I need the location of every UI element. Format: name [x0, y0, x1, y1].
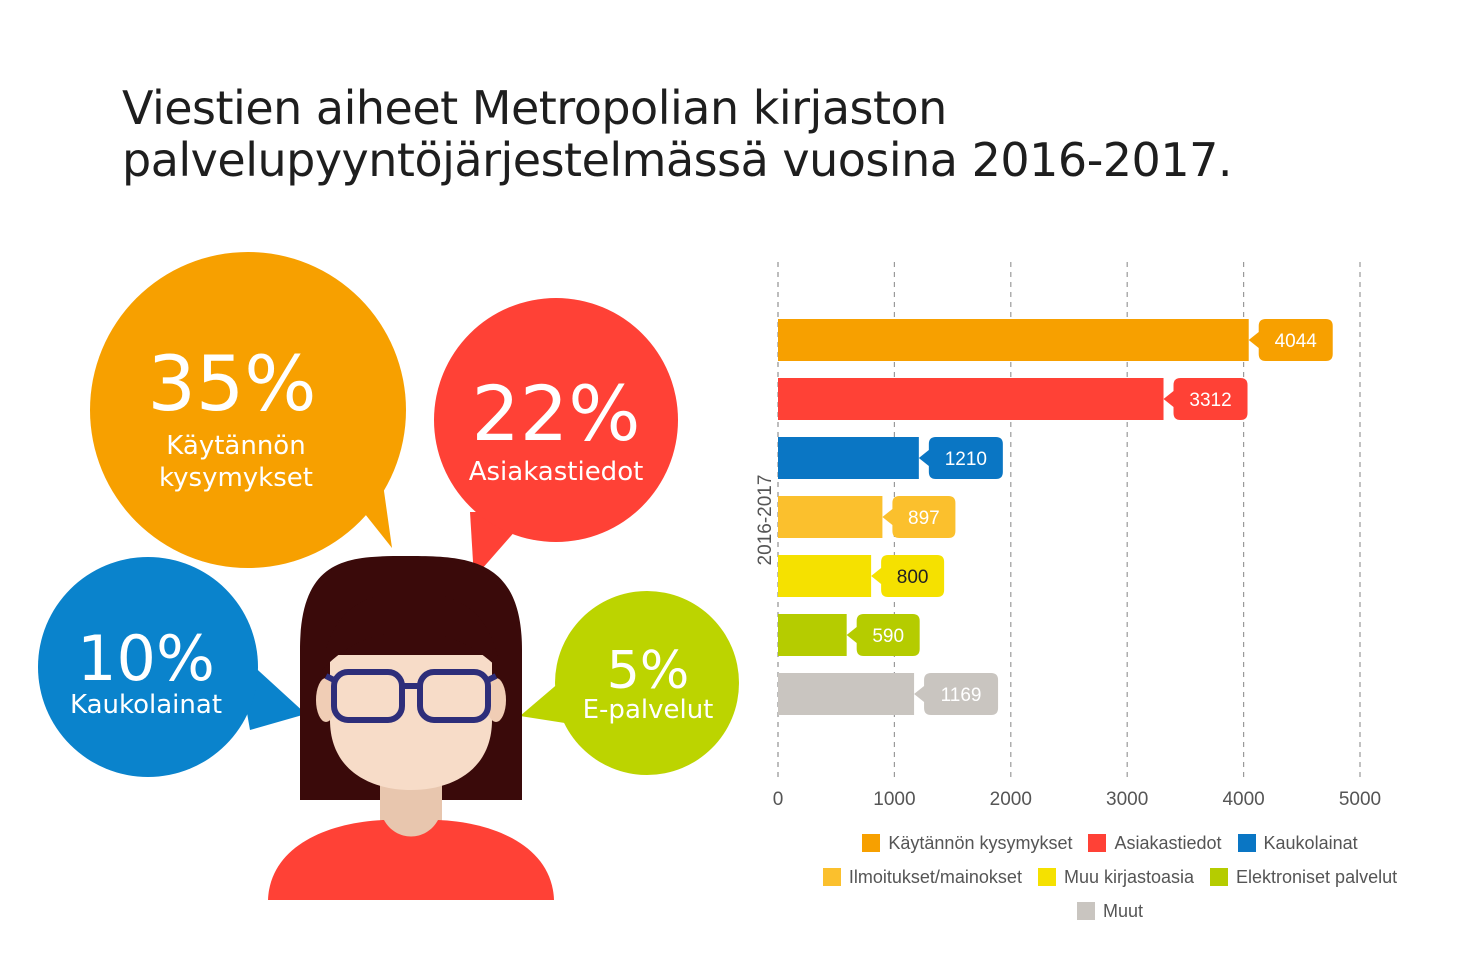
legend-row: Muut [780, 894, 1440, 928]
legend-label: Kaukolainat [1263, 832, 1358, 853]
bar-value-callout [1163, 378, 1248, 420]
woman-avatar [268, 555, 554, 900]
legend-item: Muu kirjastoasia [1037, 866, 1195, 888]
bar-value-label: 800 [897, 567, 929, 588]
x-tick-label: 3000 [1106, 789, 1148, 810]
legend-swatch [1237, 834, 1256, 852]
legend-label: Asiakastiedot [1114, 832, 1222, 853]
bubble-asiakastiedot-label: Asiakastiedot [469, 457, 644, 487]
x-tick-label: 0 [773, 789, 784, 810]
bubble-kaukolainat [38, 557, 258, 777]
legend-row: Ilmoitukset/mainokset Muu kirjastoasia Ele… [780, 860, 1440, 894]
bar-value-callout [882, 496, 956, 538]
bubble-asiakastiedot [434, 298, 678, 542]
legend-swatch [1088, 834, 1107, 852]
legend-item: Ilmoitukset/mainokset [822, 866, 1022, 888]
chart-gridlines [777, 262, 1361, 778]
bubble-kaytannon [90, 252, 406, 568]
legend-label: Ilmoitukset/mainokset [848, 866, 1022, 887]
bar [778, 437, 919, 479]
legend-swatch [822, 868, 841, 886]
legend-row: Käytännön kysymykset Asiakastiedot Kaukola… [780, 826, 1440, 860]
legend-swatch [862, 834, 881, 852]
title-line-2: palvelupyyntöjärjestelmässä vuosina 2016… [122, 133, 1232, 187]
legend-label: Muut [1102, 900, 1144, 921]
x-tick-label: 1000 [873, 789, 915, 810]
legend-swatch [1076, 902, 1095, 920]
bar [778, 555, 872, 597]
bubble-epalvelut-label: E-palvelut [583, 695, 714, 725]
bubble-kaytannon-label-2: kysymykset [159, 463, 313, 493]
bubble-epalvelut-percent: 5% [607, 641, 690, 701]
bubble-kaytannon-percent: 35% [148, 339, 317, 428]
bar [778, 614, 847, 656]
bar-value-label: 897 [908, 508, 940, 529]
x-tick-label: 5000 [1339, 789, 1381, 810]
bar-value-label: 1210 [945, 449, 987, 470]
legend-swatch [1037, 868, 1056, 886]
bubble-kaukolainat-label: Kaukolainat [70, 690, 222, 720]
bar [778, 319, 1249, 361]
legend-label: Käytännön kysymykset [888, 832, 1073, 853]
illustration: 35% Käytännön kysymykset 22% Asiakastied… [38, 252, 739, 900]
page-title: Viestien aiheet Metropolian kirjaston pa… [122, 82, 1422, 186]
bubble-kaytannon-label-1: Käytännön [166, 431, 305, 461]
bubble-kaukolainat-percent: 10% [77, 622, 215, 695]
legend-swatch [1210, 868, 1229, 886]
bar [778, 378, 1164, 420]
legend-item: Asiakastiedot [1088, 832, 1222, 854]
bar [778, 673, 915, 715]
bubble-asiakastiedot-percent: 22% [472, 369, 641, 458]
bar-value-label: 1169 [941, 685, 982, 706]
legend-item: Muut [1076, 900, 1144, 922]
bar-value-callout [846, 614, 920, 656]
bar [778, 496, 883, 538]
bar-value-callout [871, 555, 945, 597]
chart-legend: Käytännön kysymykset Asiakastiedot Kaukola… [780, 826, 1440, 928]
title-line-1: Viestien aiheet Metropolian kirjaston [122, 81, 947, 135]
x-tick-label: 2000 [990, 789, 1032, 810]
bar-value-callout [1248, 319, 1333, 361]
legend-item: Elektroniset palvelut [1210, 867, 1397, 888]
chart-x-ticks: 0 1000 2000 3000 4000 5000 [773, 789, 1381, 810]
bar-value-label: 3312 [1189, 390, 1231, 411]
legend-label: Muu kirjastoasia [1063, 866, 1195, 887]
legend-label: Elektroniset palvelut [1236, 866, 1398, 887]
bar-value-label: 4044 [1275, 331, 1318, 352]
chart-bars: 4044 3312 1210 897 800 590 1169 [778, 319, 1333, 715]
bar-value-callout [918, 437, 1003, 479]
legend-item: Kaukolainat [1237, 832, 1358, 854]
legend-item: Käytännön kysymykset [862, 833, 1072, 854]
bar-value-label: 590 [872, 626, 904, 647]
x-tick-label: 4000 [1222, 789, 1264, 810]
bar-value-callout [914, 673, 999, 715]
bubble-epalvelut [555, 591, 739, 775]
